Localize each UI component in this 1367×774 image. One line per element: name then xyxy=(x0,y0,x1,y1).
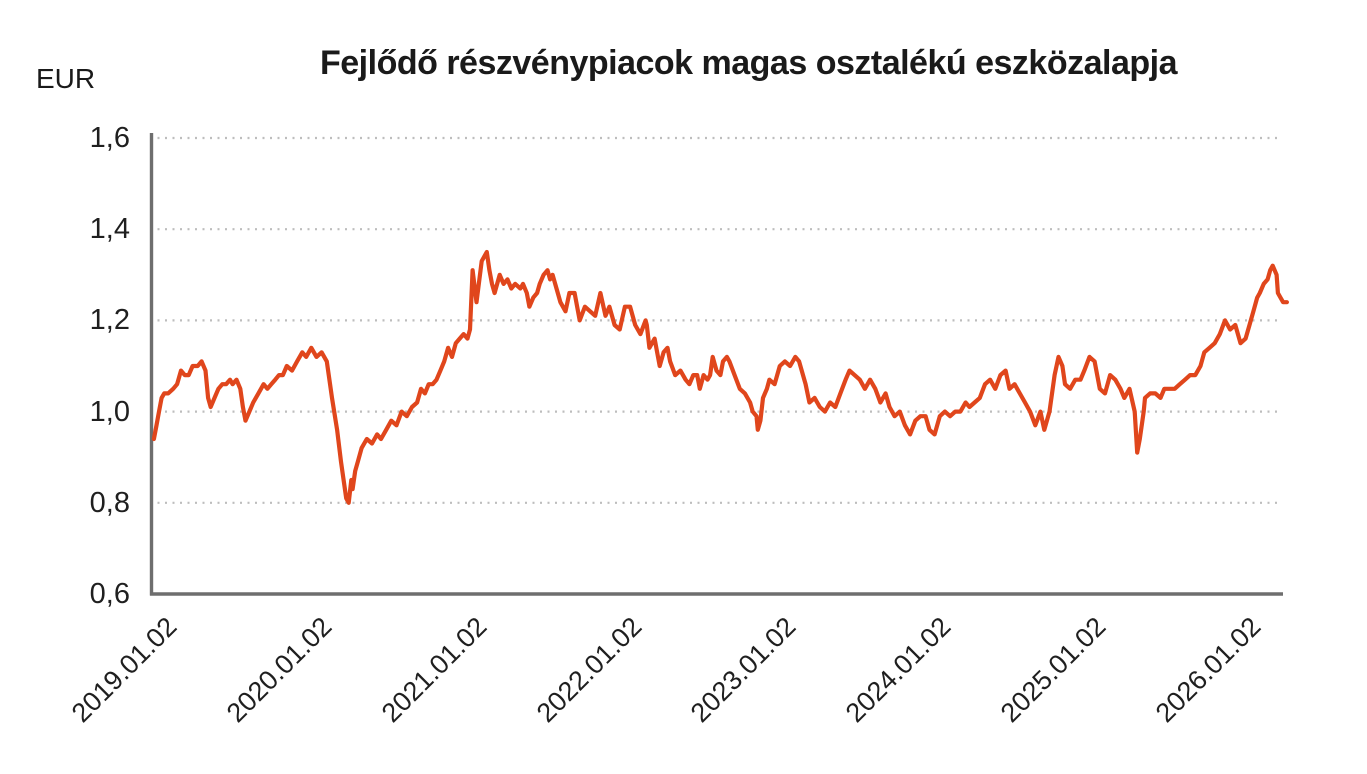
y-axis-unit-label: EUR xyxy=(36,63,96,94)
y-tick-label: 1,2 xyxy=(89,304,130,337)
y-tick-label: 0,6 xyxy=(89,578,130,610)
price-line-series xyxy=(151,249,1289,505)
chart-title: Fejlődő részvénypiacok magas osztalékú e… xyxy=(320,44,1177,82)
y-tick-label: 1,0 xyxy=(89,395,130,428)
y-tick-label: 1,4 xyxy=(89,213,130,246)
y-tick-label: 1,6 xyxy=(89,122,130,154)
y-tick-label: 0,8 xyxy=(89,486,130,519)
